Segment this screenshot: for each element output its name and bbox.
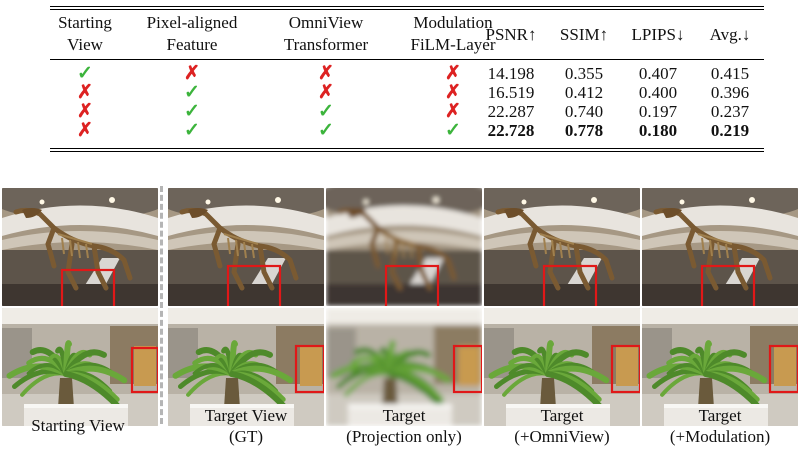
header-pixel-aligned-feature: Pixel-aligned Feature (122, 12, 262, 56)
cell-avg: 0.415 (710, 64, 750, 83)
cell-lpips: 0.400 (638, 83, 678, 102)
highlight-box (768, 344, 798, 394)
header-rule (50, 59, 764, 60)
highlight-box (700, 264, 756, 306)
header-ssim: SSIM↑ (548, 24, 620, 46)
header-line: OmniView (288, 13, 364, 32)
cell-psnr: 22.287 (487, 102, 535, 121)
cross-icon: ✗ (184, 63, 200, 84)
cell-psnr: 22.728 (487, 121, 535, 140)
cell-psnr: 14.198 (487, 64, 535, 83)
header-line: View (67, 35, 103, 54)
check-icon: ✓ (184, 101, 200, 122)
caption-line: Starting View (31, 416, 125, 435)
cell-ssim: 0.412 (564, 83, 604, 102)
dashed-divider (160, 186, 164, 424)
header-line: Transformer (283, 35, 369, 54)
caption-target-omniview: Target (+OmniView) (487, 405, 637, 447)
header-line: Starting (58, 13, 112, 32)
cell-avg: 0.237 (710, 102, 750, 121)
header-omniview-transformer: OmniView Transformer (262, 12, 390, 56)
caption-line: Target (698, 406, 742, 425)
caption-line: (Projection only) (346, 427, 462, 446)
cross-icon: ✗ (445, 63, 461, 84)
cross-icon: ✗ (318, 63, 334, 84)
caption-target-projection-only: Target (Projection only) (329, 405, 479, 447)
bottom-rule-double (50, 151, 764, 152)
header-starting-view: Starting View (50, 12, 120, 56)
cell-ssim: 0.778 (564, 121, 604, 140)
caption-starting-view: Starting View (3, 415, 153, 436)
header-line: PSNR↑ (485, 25, 537, 44)
highlight-box (294, 344, 324, 394)
header-line: Pixel-aligned (146, 13, 238, 32)
cell-ssim: 0.355 (564, 64, 604, 83)
highlight-box (130, 346, 158, 394)
header-lpips: LPIPS↓ (620, 24, 696, 46)
cell-avg: 0.396 (710, 83, 750, 102)
cell-lpips: 0.197 (638, 102, 678, 121)
dinosaur-skeleton-atrium-starting-view-image (2, 188, 158, 306)
header-avg: Avg.↓ (696, 24, 764, 46)
caption-line: (+OmniView) (514, 427, 610, 446)
palm-tree-lobby-starting-view-image (2, 308, 158, 426)
check-icon: ✓ (318, 101, 334, 122)
header-modulation-film-layer: Modulation FiLM-Layer (390, 12, 516, 56)
header-line: LPIPS↓ (631, 25, 685, 44)
header-line: Feature (166, 35, 218, 54)
highlight-box (542, 264, 598, 306)
palm-tree-lobby-target-projection-only-image (326, 308, 482, 426)
bottom-rule (50, 148, 764, 149)
header-line: SSIM↑ (559, 25, 609, 44)
caption-line: Target (540, 406, 584, 425)
top-rule (50, 6, 764, 7)
cell-ssim: 0.740 (564, 102, 604, 121)
palm-tree-lobby-target-omniview-image (484, 308, 640, 426)
cross-icon: ✗ (77, 101, 93, 122)
header-line: FiLM-Layer (410, 35, 496, 54)
dinosaur-skeleton-atrium-target-omniview-image (484, 188, 640, 306)
caption-line: (+Modulation) (669, 427, 771, 446)
dinosaur-skeleton-atrium-target-projection-only-image (326, 188, 482, 306)
highlight-box (60, 268, 116, 306)
cross-icon: ✗ (445, 101, 461, 122)
caption-line: Target (382, 406, 426, 425)
check-icon: ✓ (77, 63, 93, 84)
highlight-box (610, 344, 640, 394)
highlight-box (384, 264, 440, 306)
cell-psnr: 16.519 (487, 83, 535, 102)
header-line: Modulation (413, 13, 493, 32)
header-line: Avg.↓ (709, 25, 751, 44)
highlight-box (226, 264, 282, 306)
top-rule-double (50, 9, 764, 10)
cell-lpips: 0.180 (638, 121, 678, 140)
cell-avg: 0.219 (710, 121, 750, 140)
highlight-box (452, 344, 482, 394)
caption-line: Target View (204, 406, 288, 425)
palm-tree-lobby-target-gt-image (168, 308, 324, 426)
cross-icon: ✗ (318, 82, 334, 103)
check-icon: ✓ (184, 120, 200, 141)
cross-icon: ✗ (77, 120, 93, 141)
check-icon: ✓ (184, 82, 200, 103)
cross-icon: ✗ (445, 82, 461, 103)
caption-target-modulation: Target (+Modulation) (645, 405, 795, 447)
cross-icon: ✗ (77, 82, 93, 103)
dinosaur-skeleton-atrium-target-gt-image (168, 188, 324, 306)
palm-tree-lobby-target-modulation-image (642, 308, 798, 426)
cell-lpips: 0.407 (638, 64, 678, 83)
check-icon: ✓ (445, 120, 461, 141)
dinosaur-skeleton-atrium-target-modulation-image (642, 188, 798, 306)
header-psnr: PSNR↑ (474, 24, 548, 46)
check-icon: ✓ (318, 120, 334, 141)
caption-target-gt: Target View (GT) (171, 405, 321, 447)
caption-line: (GT) (229, 427, 263, 446)
